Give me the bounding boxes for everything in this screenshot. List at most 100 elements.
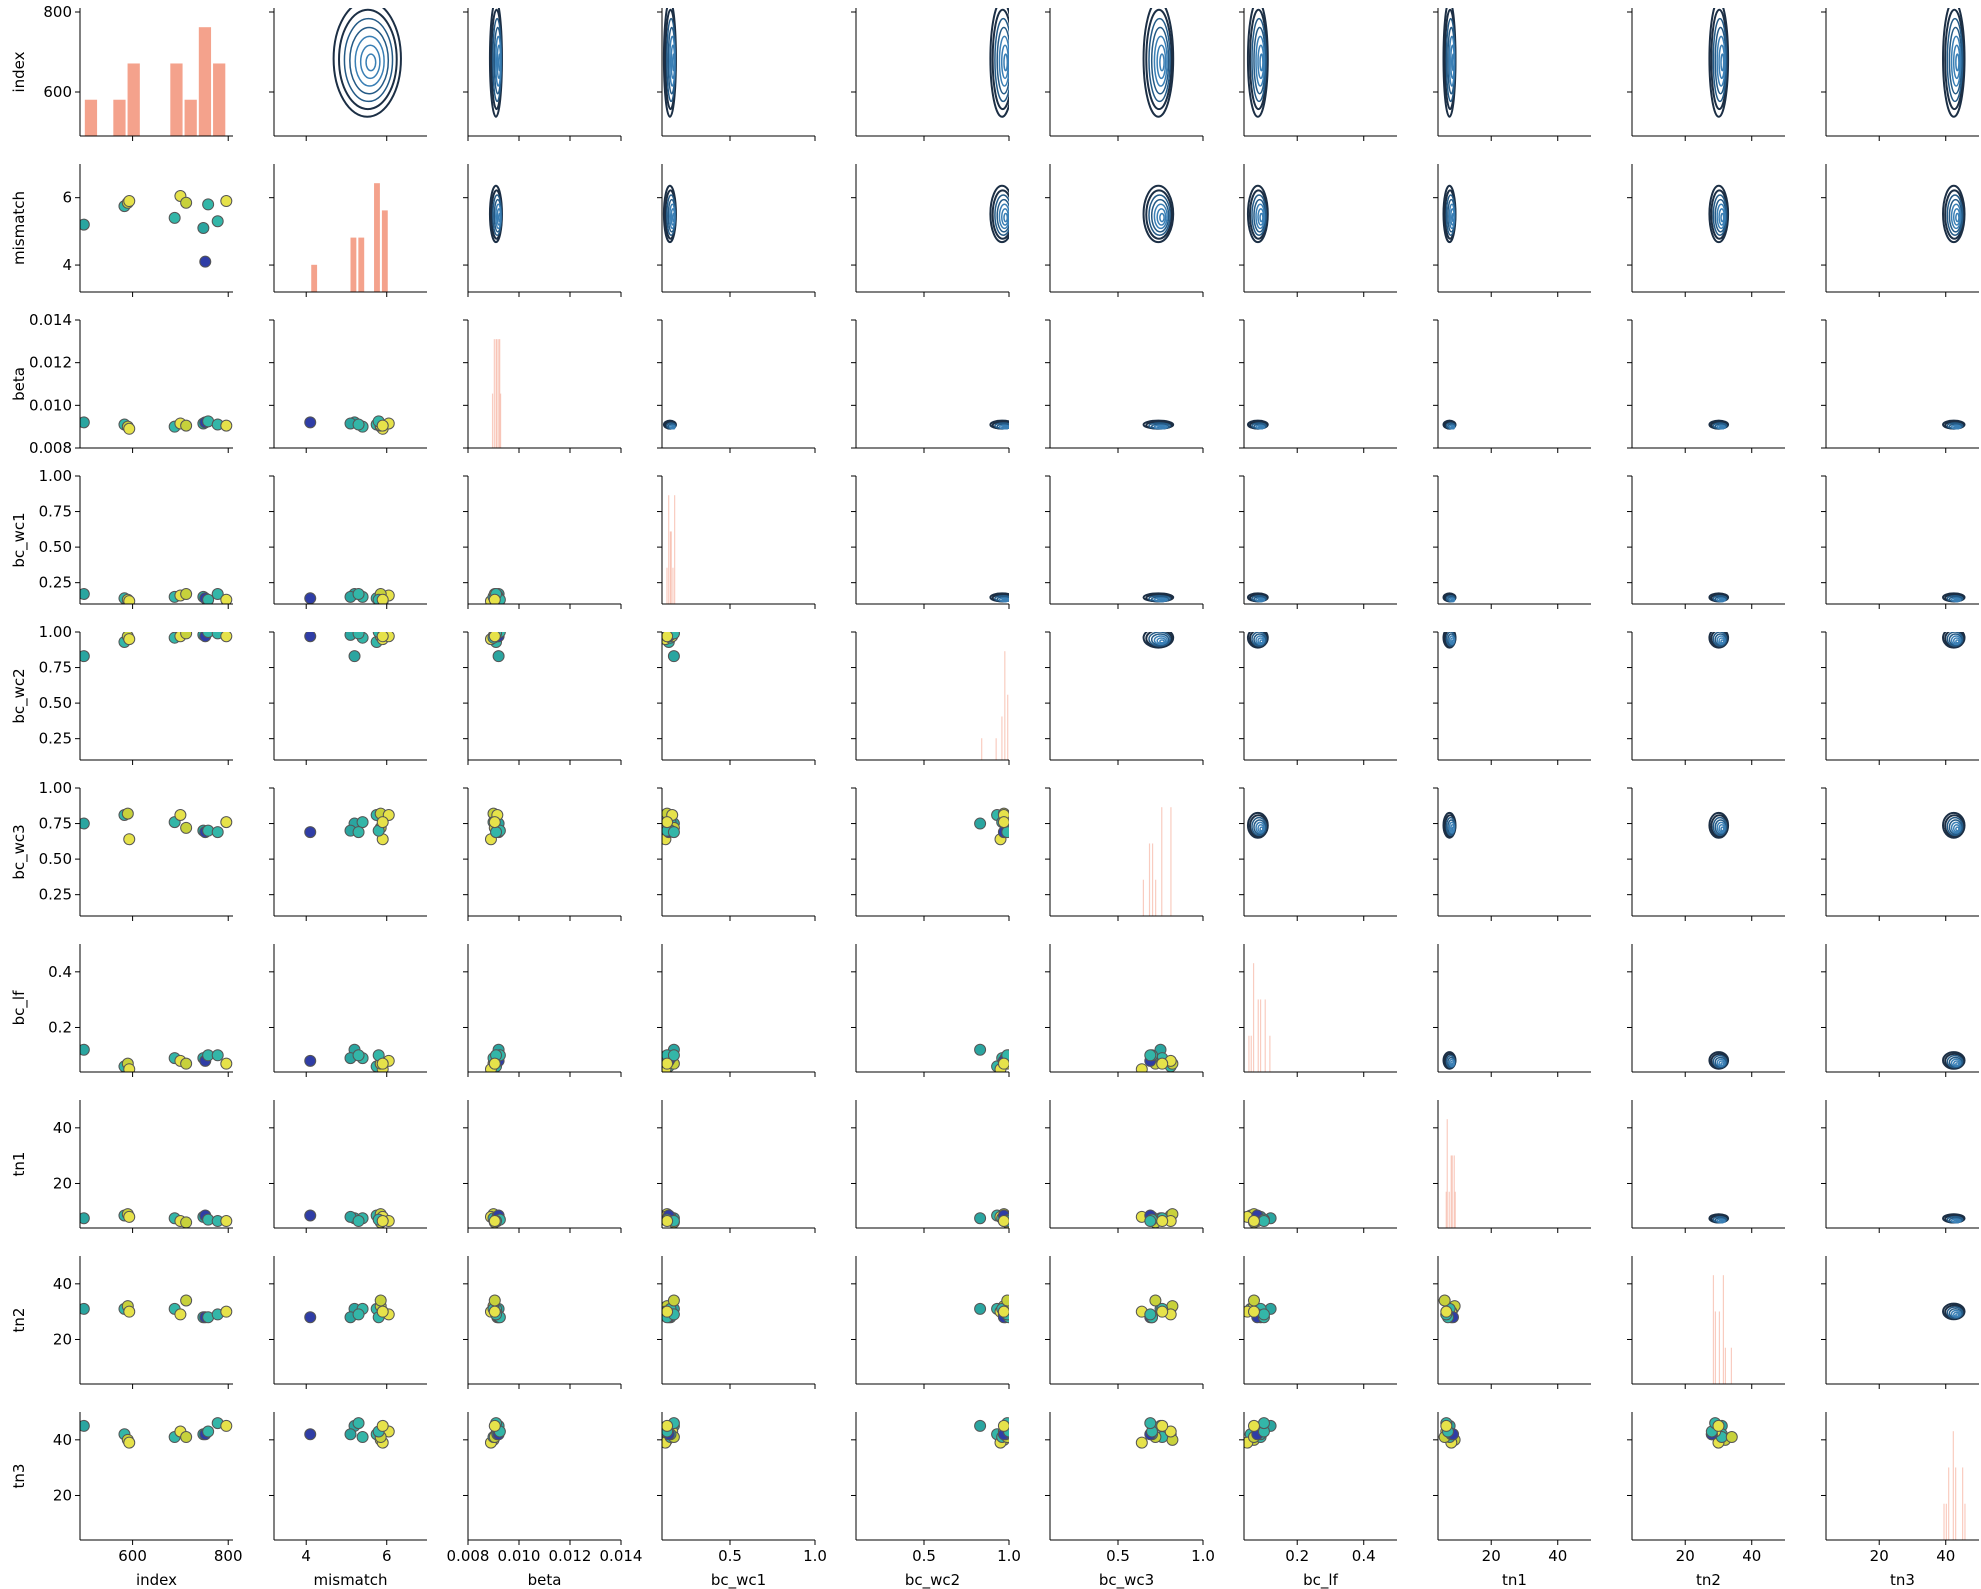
kde-contour (671, 212, 676, 223)
scatter-point (376, 593, 389, 604)
plot-area (1442, 1051, 1457, 1070)
plot-area (1246, 8, 1269, 118)
cell-index-tn2 (1627, 8, 1785, 141)
kde-contour (1955, 212, 1960, 223)
cell-bc_lf-index: 0.2 0.4 bc_lf (10, 944, 233, 1077)
scatter-point (1156, 1057, 1169, 1070)
plot-area (1142, 807, 1172, 916)
kde-contour (1946, 17, 1964, 103)
hist-bar (1712, 1275, 1715, 1384)
hist-bar (493, 339, 495, 448)
plot-area (1246, 419, 1269, 430)
plot-area (974, 1417, 1009, 1449)
plot-area (1708, 811, 1730, 839)
y-axis-label: bc_wc2 (10, 668, 29, 723)
kde-contour (1251, 17, 1267, 103)
y-tick-label: 0.25 (39, 574, 72, 592)
kde-contour (996, 26, 1009, 95)
y-axis-label: index (10, 51, 28, 92)
kde-contour (1257, 637, 1265, 645)
plot-area (304, 807, 395, 846)
scatter-point (220, 195, 233, 208)
cell-mismatch-index: 4 6 mismatch (10, 164, 233, 297)
plot-area (80, 1043, 233, 1072)
cell-index-bc_wc1 (657, 8, 816, 141)
kde-contour (1145, 189, 1173, 240)
kde-contour (1257, 824, 1265, 833)
y-tick-label: 600 (43, 83, 72, 101)
cell-bc_wc2-bc_wc2 (851, 631, 1010, 765)
hist-bar (495, 339, 497, 448)
cell-bc_lf-bc_wc3 (1045, 944, 1204, 1077)
kde-contour (1946, 194, 1964, 237)
y-axis-label: bc_wc3 (10, 824, 29, 879)
kde-contour (1716, 821, 1726, 834)
plot-area (989, 419, 1009, 430)
y-tick-label: 6 (62, 189, 72, 207)
cell-mismatch-bc_lf (1239, 164, 1397, 297)
plot-area (1708, 592, 1730, 603)
scatter-point (211, 826, 224, 839)
kde-contour (1150, 633, 1170, 646)
kde-contour (1955, 53, 1960, 72)
hist-bar (674, 495, 676, 604)
kde-contour (1950, 821, 1962, 834)
cell-tn1-mismatch (269, 1100, 427, 1233)
cell-beta-mismatch (269, 319, 427, 453)
plot-area (484, 632, 506, 663)
cell-index-bc_wc2 (851, 8, 1010, 141)
scatter-point (376, 1305, 389, 1318)
hist-bar (1250, 1035, 1252, 1072)
scatter-point (352, 1049, 365, 1062)
scatter-point (123, 422, 136, 435)
scatter-point (1712, 1419, 1725, 1432)
scatter-point (304, 592, 317, 604)
scatter-point (376, 1419, 389, 1432)
plot-area (1942, 632, 1966, 649)
scatter-point (352, 418, 365, 431)
kde-contour (1259, 426, 1264, 430)
plot-area (1246, 592, 1269, 603)
x-tick-label: 6 (382, 1547, 392, 1565)
scatter-point (376, 632, 389, 643)
hist-bar (1948, 1467, 1950, 1540)
kde-contour (991, 8, 1009, 111)
cell-bc_wc3-tn3 (1821, 787, 1979, 921)
cell-mismatch-tn2 (1627, 164, 1785, 297)
cell-tn1-index: 20 40 tn1 (10, 1100, 233, 1233)
kde-contour (1156, 44, 1167, 80)
y-axis-label: tn1 (10, 1152, 28, 1177)
cell-bc_wc3-bc_wc1 (657, 787, 816, 921)
x-tick-label: 1.0 (1191, 1547, 1215, 1565)
cell-tn3-tn1: 20 40 tn1 (1433, 1412, 1591, 1589)
cell-tn3-beta: 0.008 0.010 0.012 0.014 beta (447, 1412, 642, 1589)
cell-beta-index: 0.008 0.010 0.012 0.014 beta (10, 311, 233, 457)
plot-area (1445, 1119, 1456, 1228)
hist-bar (1722, 1275, 1725, 1384)
x-axis-label: index (136, 1571, 177, 1589)
cell-mismatch-tn1 (1433, 164, 1591, 297)
plot-area (1942, 592, 1966, 603)
plot-area (981, 651, 1009, 760)
kde-contour (1253, 198, 1267, 233)
scatter-point (667, 1294, 680, 1307)
kde-contour (998, 35, 1009, 87)
y-tick-label: 0.014 (29, 311, 72, 329)
plot-area (1142, 592, 1175, 603)
kde-contour (1159, 599, 1165, 603)
y-tick-label: 1.00 (39, 779, 72, 797)
plot-area (1246, 632, 1269, 649)
y-tick-label: 0.25 (39, 886, 72, 904)
scatter-point (121, 807, 134, 820)
plot-area (1442, 8, 1457, 118)
scatter-point (356, 1431, 369, 1444)
kde-contour (1712, 632, 1728, 647)
cell-tn2-bc_wc2 (851, 1256, 1010, 1389)
plot-area (1942, 8, 1966, 118)
scatter-point (180, 588, 193, 601)
scatter-point (304, 1209, 317, 1222)
cell-tn3-tn2: 20 40 tn2 (1627, 1412, 1785, 1589)
cell-bc_wc2-bc_wc1 (657, 631, 816, 765)
hist-bar (84, 99, 98, 136)
kde-contour (1955, 1313, 1960, 1317)
